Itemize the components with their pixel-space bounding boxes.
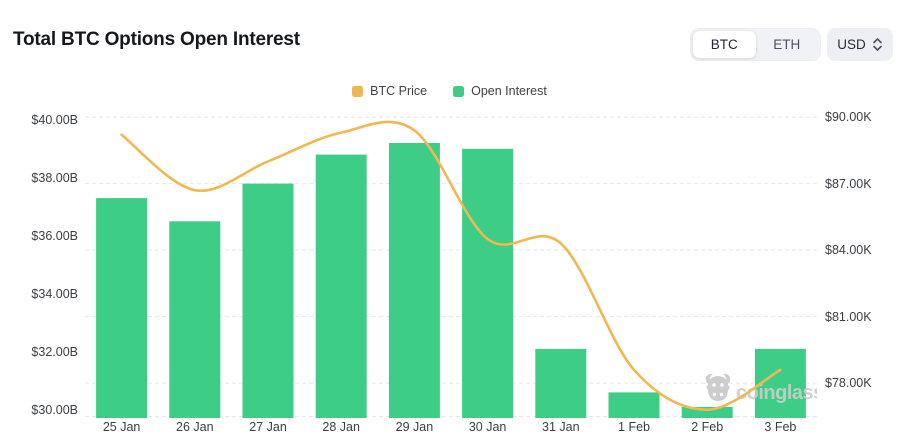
chart-legend: BTC Price Open Interest: [0, 84, 899, 98]
left-axis-tick: $36.00B: [31, 228, 78, 243]
x-axis-label: 26 Jan: [176, 420, 214, 434]
open-interest-bar: [315, 154, 367, 418]
legend-label: BTC Price: [370, 84, 428, 98]
updown-chevron-icon: [872, 38, 882, 51]
x-axis-label: 25 Jan: [102, 420, 141, 434]
page-title: Total BTC Options Open Interest: [13, 29, 300, 50]
open-interest-bar: [242, 183, 294, 418]
open-interest-bar: [96, 198, 148, 418]
x-axis-label: 2 Feb: [691, 420, 724, 434]
legend-label: Open Interest: [471, 84, 547, 98]
left-axis-tick: $34.00B: [31, 286, 78, 301]
legend-swatch-icon: [453, 85, 465, 97]
coin-toggle-eth[interactable]: ETH: [756, 31, 819, 58]
coinglass-bull-icon: [705, 373, 731, 401]
right-axis-tick: $78.00K: [825, 376, 872, 391]
x-axis-label: 3 Feb: [764, 420, 797, 434]
left-axis-tick: $40.00B: [31, 112, 78, 127]
open-interest-bar: [754, 348, 806, 418]
chart-canvas: coinglass: [85, 116, 817, 419]
legend-item-open-interest[interactable]: Open Interest: [453, 84, 547, 98]
open-interest-bar: [169, 221, 221, 418]
right-axis-tick: $90.00K: [825, 110, 872, 125]
coin-toggle-btc[interactable]: BTC: [693, 31, 756, 58]
open-interest-bar: [462, 148, 514, 419]
currency-value: USD: [837, 37, 866, 52]
coin-toggle: BTC ETH: [690, 28, 821, 61]
right-axis-tick: $87.00K: [825, 176, 872, 191]
btc-price-line: [120, 120, 782, 412]
right-axis-tick: $84.00K: [825, 243, 872, 258]
open-interest-bar: [535, 348, 587, 418]
right-axis-tick: $81.00K: [825, 309, 872, 324]
x-axis-label: 1 Feb: [618, 420, 650, 434]
legend-item-btc-price[interactable]: BTC Price: [352, 84, 427, 98]
open-interest-bar: [608, 392, 660, 418]
legend-swatch-icon: [352, 85, 364, 97]
left-axis-tick: $32.00B: [31, 344, 78, 359]
x-axis-label: 29 Jan: [395, 420, 434, 434]
open-interest-bar: [681, 406, 733, 418]
x-axis-label: 27 Jan: [249, 420, 287, 434]
left-axis-tick: $38.00B: [31, 170, 78, 185]
x-axis-label: 30 Jan: [468, 420, 507, 434]
left-axis-tick: $30.00B: [31, 402, 78, 417]
x-axis-label: 28 Jan: [322, 420, 360, 434]
open-interest-bar: [388, 143, 440, 418]
x-axis-label: 31 Jan: [542, 420, 580, 434]
currency-select[interactable]: USD: [827, 28, 893, 61]
